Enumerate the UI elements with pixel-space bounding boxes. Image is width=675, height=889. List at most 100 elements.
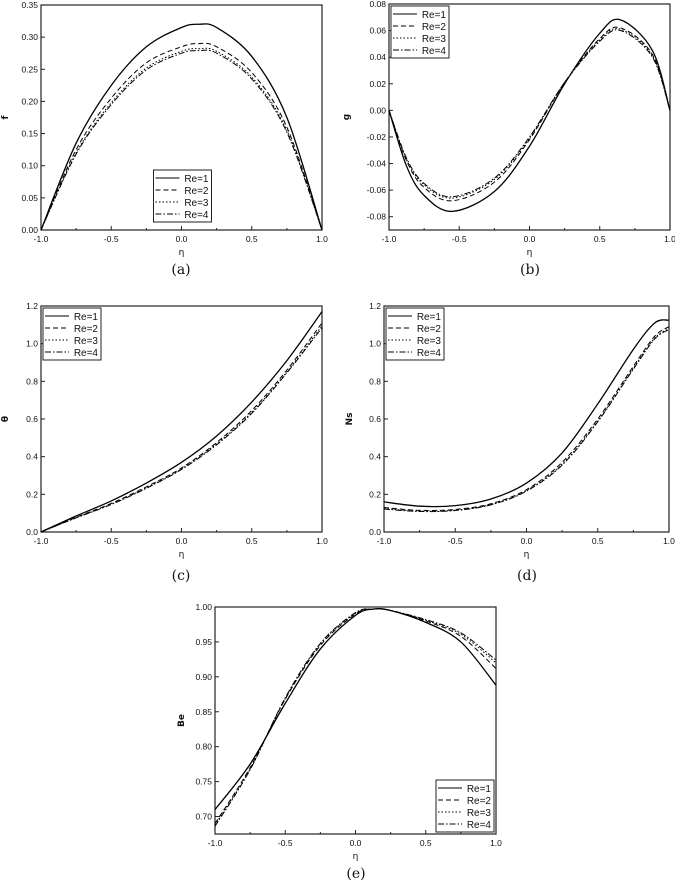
y-tick-label: 0.80 bbox=[195, 742, 212, 752]
legend-label: Re=3 bbox=[417, 336, 442, 347]
x-tick-label: 0.0 bbox=[524, 234, 536, 244]
x-tick-label: 0.5 bbox=[246, 234, 258, 244]
x-axis-label: η bbox=[527, 248, 533, 258]
y-tick-label: 0.25 bbox=[21, 64, 38, 74]
y-tick-label: 0.75 bbox=[195, 777, 212, 787]
legend-label: Re=1 bbox=[74, 312, 99, 323]
y-tick-label: 0.35 bbox=[21, 0, 38, 10]
legend-label: Re=2 bbox=[467, 796, 492, 807]
legend-box bbox=[435, 779, 495, 833]
x-tick-label: 0.5 bbox=[592, 536, 604, 546]
legend-label: Re=3 bbox=[184, 198, 209, 209]
x-tick-label: -0.5 bbox=[452, 234, 467, 244]
series-line-re-4 bbox=[214, 608, 497, 827]
x-axis-label: η bbox=[524, 550, 530, 560]
legend-box bbox=[42, 307, 102, 361]
legend-label: Re=1 bbox=[467, 784, 492, 795]
series-line-re-3 bbox=[388, 28, 671, 199]
y-tick-label: 0.4 bbox=[26, 452, 38, 462]
y-axis-label: f bbox=[1, 115, 11, 119]
x-axis-label: η bbox=[179, 248, 185, 258]
y-tick-label: 1.00 bbox=[195, 602, 212, 612]
y-tick-label: 0.10 bbox=[21, 161, 38, 171]
y-tick-label: 0.70 bbox=[195, 812, 212, 822]
x-tick-label: -1.0 bbox=[34, 234, 49, 244]
series-line-re-4 bbox=[388, 29, 671, 198]
y-tick-label: 0.04 bbox=[369, 52, 386, 62]
series-line-re-1 bbox=[214, 607, 497, 810]
legend-label: Re=3 bbox=[422, 34, 447, 45]
legend: Re=1Re=2Re=3Re=4 bbox=[42, 307, 102, 361]
series-line-re-2 bbox=[40, 42, 323, 231]
y-tick-label: 1.2 bbox=[26, 301, 38, 311]
y-tick-label: 0.08 bbox=[369, 0, 386, 9]
x-tick-label: 1.0 bbox=[664, 234, 675, 244]
legend-label: Re=2 bbox=[417, 324, 442, 335]
y-axis-label: θ bbox=[1, 416, 11, 422]
x-tick-label: 0.0 bbox=[521, 536, 533, 546]
legend-label: Re=4 bbox=[467, 820, 492, 831]
series-line-re-3 bbox=[214, 608, 497, 826]
caption-b: (b) bbox=[520, 262, 540, 278]
y-tick-label: 0.20 bbox=[21, 96, 38, 106]
y-tick-label: 1.0 bbox=[369, 339, 381, 349]
x-tick-label: -0.5 bbox=[448, 536, 463, 546]
x-tick-label: 1.0 bbox=[663, 536, 675, 546]
y-tick-label: 0.8 bbox=[369, 376, 381, 386]
y-tick-label: 0.95 bbox=[195, 637, 212, 647]
x-tick-label: 0.0 bbox=[176, 536, 188, 546]
y-tick-label: 0.15 bbox=[21, 129, 38, 139]
y-axis-label: Be bbox=[177, 714, 187, 727]
x-tick-label: 0.0 bbox=[176, 234, 188, 244]
series-line-re-3 bbox=[40, 47, 323, 231]
legend: Re=1Re=2Re=3Re=4 bbox=[385, 307, 445, 361]
y-tick-label: 0.00 bbox=[21, 225, 38, 235]
series-line-re-3 bbox=[383, 328, 670, 512]
series-line-re-1 bbox=[40, 311, 323, 533]
x-tick-label: -0.5 bbox=[104, 234, 119, 244]
legend-label: Re=1 bbox=[422, 10, 447, 21]
y-tick-label: 0.8 bbox=[26, 376, 38, 386]
chart-e: -1.0 -0.5 0.0 0.5 1.0 0.70 0.75 0.80 0.85 0.90 0.9… bbox=[177, 602, 502, 862]
chart-c: -1.0 -0.5 0.0 0.5 1.0 0.0 0.2 0.4 0.6 0.8 1.0 1.2 η θ… bbox=[1, 301, 328, 560]
series-line-re-4 bbox=[383, 329, 670, 513]
legend-box bbox=[390, 5, 450, 59]
legend-box bbox=[385, 307, 445, 361]
y-tick-label: 0.06 bbox=[369, 26, 386, 36]
x-tick-label: 0.5 bbox=[594, 234, 606, 244]
x-tick-label: -1.0 bbox=[377, 536, 392, 546]
caption-e: (e) bbox=[346, 866, 366, 882]
series-line-re-1 bbox=[383, 319, 670, 508]
legend-box bbox=[153, 169, 212, 223]
caption-d: (d) bbox=[517, 568, 537, 584]
y-tick-label: 0.0 bbox=[369, 527, 381, 537]
y-tick-label: 0.6 bbox=[26, 414, 38, 424]
y-tick-label: -0.04 bbox=[367, 159, 387, 169]
y-tick-label: 0.05 bbox=[21, 193, 38, 203]
legend-label: Re=2 bbox=[184, 186, 209, 197]
x-tick-label: 0.5 bbox=[420, 838, 432, 848]
y-tick-label: 0.90 bbox=[195, 672, 212, 682]
legend-label: Re=4 bbox=[422, 46, 447, 57]
y-tick-label: 0.6 bbox=[369, 414, 381, 424]
x-tick-label: 0.0 bbox=[350, 838, 362, 848]
legend: Re=1Re=2Re=3Re=4 bbox=[390, 5, 450, 59]
x-tick-label: -0.5 bbox=[278, 838, 293, 848]
series-line-re-2 bbox=[388, 26, 671, 202]
series-line-re-4 bbox=[40, 327, 323, 533]
caption-c: (c) bbox=[171, 568, 191, 584]
y-tick-label: 0.0 bbox=[26, 527, 38, 537]
y-tick-label: -0.06 bbox=[367, 185, 387, 195]
legend-label: Re=1 bbox=[184, 174, 209, 185]
x-tick-label: -1.0 bbox=[208, 838, 223, 848]
y-tick-label: 1.2 bbox=[369, 301, 381, 311]
legend-label: Re=4 bbox=[184, 210, 209, 221]
y-axis-label: g bbox=[342, 114, 352, 120]
x-tick-label: -0.5 bbox=[104, 536, 119, 546]
y-tick-label: 0.2 bbox=[26, 489, 38, 499]
x-axis-label: η bbox=[353, 852, 359, 862]
caption-a: (a) bbox=[171, 262, 191, 278]
series-line-re-1 bbox=[40, 23, 323, 231]
x-tick-label: -1.0 bbox=[382, 234, 397, 244]
